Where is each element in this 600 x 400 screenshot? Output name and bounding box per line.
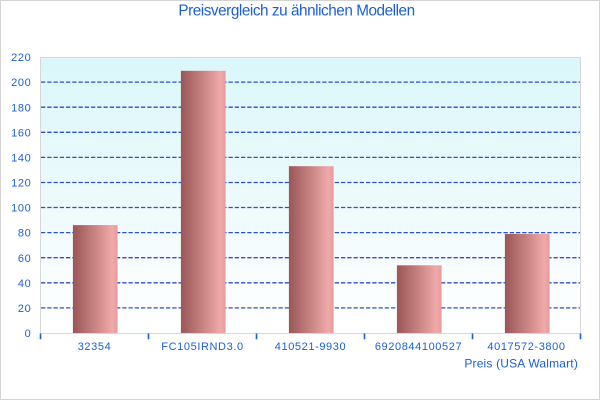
svg-text:200: 200 <box>11 77 31 89</box>
svg-text:220: 220 <box>11 52 31 64</box>
svg-text:60: 60 <box>18 253 31 265</box>
svg-text:Preisvergleich zu ähnlichen Mo: Preisvergleich zu ähnlichen Modellen <box>178 2 414 19</box>
svg-text:40: 40 <box>18 278 31 290</box>
svg-text:Preis (USA Walmart): Preis (USA Walmart) <box>464 357 578 371</box>
svg-text:20: 20 <box>18 303 31 315</box>
svg-text:100: 100 <box>11 203 31 215</box>
svg-text:4017572-3800: 4017572-3800 <box>487 341 565 353</box>
svg-text:0: 0 <box>25 328 32 340</box>
svg-text:80: 80 <box>18 228 31 240</box>
svg-text:FC105IRND3.0: FC105IRND3.0 <box>161 341 243 353</box>
svg-text:140: 140 <box>11 153 31 165</box>
svg-text:6920844100527: 6920844100527 <box>375 341 462 353</box>
svg-text:180: 180 <box>11 102 31 114</box>
svg-text:410521-9930: 410521-9930 <box>275 341 346 353</box>
svg-text:160: 160 <box>11 127 31 139</box>
svg-text:32354: 32354 <box>78 341 112 353</box>
svg-text:120: 120 <box>11 178 31 190</box>
